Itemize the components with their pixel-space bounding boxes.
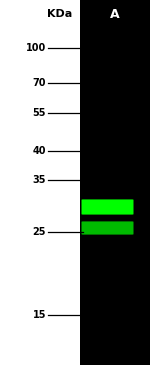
FancyBboxPatch shape	[83, 222, 132, 234]
FancyBboxPatch shape	[86, 202, 129, 212]
FancyBboxPatch shape	[81, 222, 134, 234]
FancyBboxPatch shape	[82, 200, 133, 214]
FancyBboxPatch shape	[84, 201, 131, 213]
Bar	[0, 0, 80, 365]
FancyBboxPatch shape	[88, 224, 127, 232]
Text: 100: 100	[26, 43, 46, 53]
FancyBboxPatch shape	[84, 222, 131, 234]
FancyBboxPatch shape	[81, 200, 134, 215]
FancyBboxPatch shape	[85, 201, 130, 213]
FancyBboxPatch shape	[83, 200, 132, 214]
FancyBboxPatch shape	[89, 203, 126, 211]
FancyBboxPatch shape	[88, 224, 127, 232]
Text: 40: 40	[33, 146, 46, 156]
Text: 25: 25	[33, 227, 46, 237]
FancyBboxPatch shape	[87, 202, 128, 212]
Text: 35: 35	[33, 175, 46, 185]
FancyBboxPatch shape	[89, 224, 126, 231]
FancyBboxPatch shape	[88, 203, 127, 211]
Text: 15: 15	[33, 310, 46, 320]
FancyBboxPatch shape	[85, 223, 130, 233]
Text: 55: 55	[33, 108, 46, 118]
FancyBboxPatch shape	[88, 202, 127, 212]
FancyBboxPatch shape	[84, 223, 131, 233]
FancyBboxPatch shape	[86, 223, 129, 233]
FancyBboxPatch shape	[84, 200, 131, 214]
FancyBboxPatch shape	[87, 224, 128, 232]
FancyBboxPatch shape	[82, 222, 133, 234]
Text: A: A	[110, 8, 120, 20]
FancyBboxPatch shape	[86, 223, 129, 233]
FancyBboxPatch shape	[86, 201, 129, 212]
Text: KDa: KDa	[47, 9, 72, 19]
Text: 70: 70	[33, 78, 46, 88]
